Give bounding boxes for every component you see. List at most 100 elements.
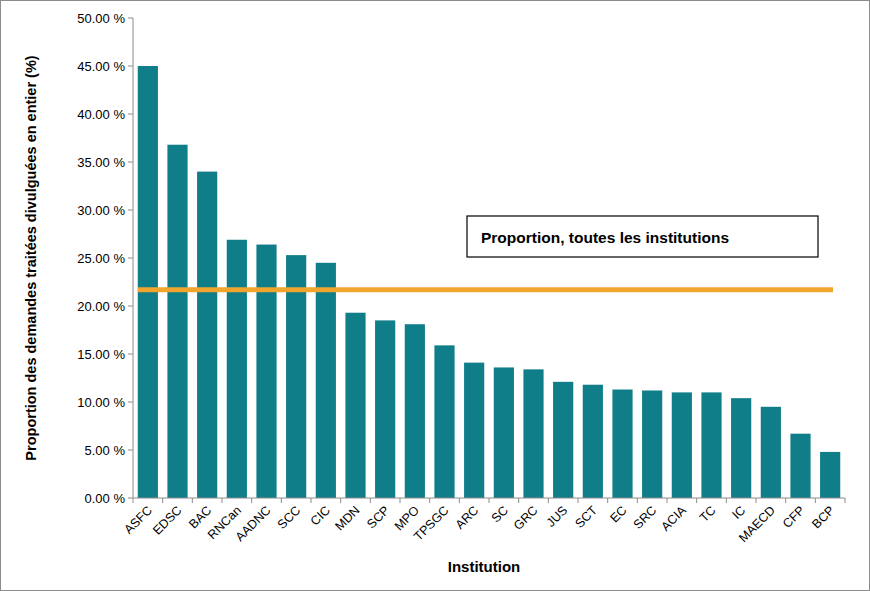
x-tick xyxy=(251,498,252,503)
x-tick xyxy=(192,498,193,503)
y-tick xyxy=(128,354,133,355)
x-tick xyxy=(667,498,668,503)
x-tick-label: ACIA xyxy=(658,503,689,534)
bar xyxy=(642,390,662,498)
y-tick xyxy=(128,450,133,451)
x-tick-label: MAECD xyxy=(736,503,778,545)
x-tick-label: TPSGC xyxy=(411,503,451,543)
x-tick-label: AADNC xyxy=(233,503,274,544)
y-tick-label: 25.00 % xyxy=(77,251,125,266)
x-axis: ASFCEDSCBACRNCanAADNCSCCCICMDNSCPMPOTPSG… xyxy=(121,498,845,545)
chart-frame xyxy=(1,1,870,591)
bar xyxy=(672,392,692,498)
x-tick-label: EDSC xyxy=(150,503,184,537)
bar xyxy=(197,172,217,498)
x-tick xyxy=(311,498,312,503)
bar xyxy=(701,392,721,498)
y-tick-label: 20.00 % xyxy=(77,299,125,314)
y-axis-title: Proportion des demandes traitées divulgu… xyxy=(23,55,39,460)
bar xyxy=(345,313,365,498)
x-tick xyxy=(578,498,579,503)
x-tick xyxy=(222,498,223,503)
x-tick-label: SRC xyxy=(631,503,660,532)
x-tick-label: JUS xyxy=(544,503,571,530)
x-tick xyxy=(845,498,846,503)
y-axis: 0.00 % 5.00 % 10.00 % 15.00 % 20.00 % 25.00 %… xyxy=(77,11,133,506)
y-tick xyxy=(128,66,133,67)
y-tick xyxy=(128,498,133,499)
x-tick xyxy=(429,498,430,503)
bar xyxy=(405,324,425,498)
bar xyxy=(256,245,276,498)
bar xyxy=(523,369,543,498)
bar xyxy=(761,407,781,498)
reference-line xyxy=(138,287,833,292)
x-tick xyxy=(756,498,757,503)
y-tick-label: 15.00 % xyxy=(77,347,125,362)
y-axis-line xyxy=(133,18,134,498)
x-tick xyxy=(726,498,727,503)
y-tick xyxy=(128,18,133,19)
y-tick-label: 5.00 % xyxy=(85,443,126,458)
y-tick xyxy=(128,162,133,163)
y-tick-label: 30.00 % xyxy=(77,203,125,218)
bar xyxy=(820,452,840,498)
bar xyxy=(464,363,484,498)
bar xyxy=(138,66,158,498)
reference-line-group xyxy=(138,289,833,290)
x-tick-label: GRC xyxy=(511,503,541,533)
x-tick xyxy=(696,498,697,503)
x-tick xyxy=(518,498,519,503)
x-tick-label: ASFC xyxy=(121,503,154,536)
y-tick-label: 50.00 % xyxy=(77,11,125,26)
x-tick-label: CIC xyxy=(308,503,333,528)
y-tick xyxy=(128,210,133,211)
bar xyxy=(167,145,187,498)
x-tick xyxy=(162,498,163,503)
x-tick-label: CFP xyxy=(780,503,808,531)
x-tick xyxy=(489,498,490,503)
chart: 0.00 % 5.00 % 10.00 % 15.00 % 20.00 % 25.00 %… xyxy=(0,0,870,591)
y-tick-label: 35.00 % xyxy=(77,155,125,170)
x-axis-title: Institution xyxy=(448,558,520,575)
y-tick xyxy=(128,258,133,259)
y-tick xyxy=(128,306,133,307)
x-tick-label: MDN xyxy=(333,503,363,533)
bar xyxy=(494,367,514,498)
x-tick xyxy=(785,498,786,503)
bar xyxy=(434,345,454,498)
annotation-box xyxy=(467,216,818,257)
x-tick xyxy=(815,498,816,503)
x-tick xyxy=(340,498,341,503)
bar xyxy=(583,385,603,498)
bar xyxy=(731,398,751,498)
bar xyxy=(790,434,810,498)
bar xyxy=(316,263,336,498)
y-tick-label: 0.00 % xyxy=(85,491,126,506)
bars xyxy=(138,66,841,498)
x-tick-label: SC xyxy=(489,503,511,525)
x-tick-label: BCP xyxy=(809,503,837,531)
x-tick xyxy=(281,498,282,503)
x-tick xyxy=(459,498,460,503)
x-tick-label: EC xyxy=(607,503,629,525)
bar xyxy=(227,240,247,498)
x-tick-label: ARC xyxy=(453,503,482,532)
x-tick xyxy=(133,498,134,503)
x-tick xyxy=(548,498,549,503)
annotation-text: Proportion, toutes les institutions xyxy=(481,229,729,246)
x-tick-label: SCP xyxy=(364,503,392,531)
x-tick xyxy=(607,498,608,503)
x-tick-label: TC xyxy=(697,503,719,525)
y-tick-label: 45.00 % xyxy=(77,59,125,74)
y-tick-label: 10.00 % xyxy=(77,395,125,410)
bar xyxy=(553,382,573,498)
x-tick-label: IC xyxy=(730,503,749,522)
x-tick xyxy=(370,498,371,503)
x-tick xyxy=(400,498,401,503)
y-tick xyxy=(128,114,133,115)
x-tick xyxy=(637,498,638,503)
y-tick xyxy=(128,402,133,403)
bar xyxy=(375,320,395,498)
x-tick-label: SCC xyxy=(275,503,304,532)
